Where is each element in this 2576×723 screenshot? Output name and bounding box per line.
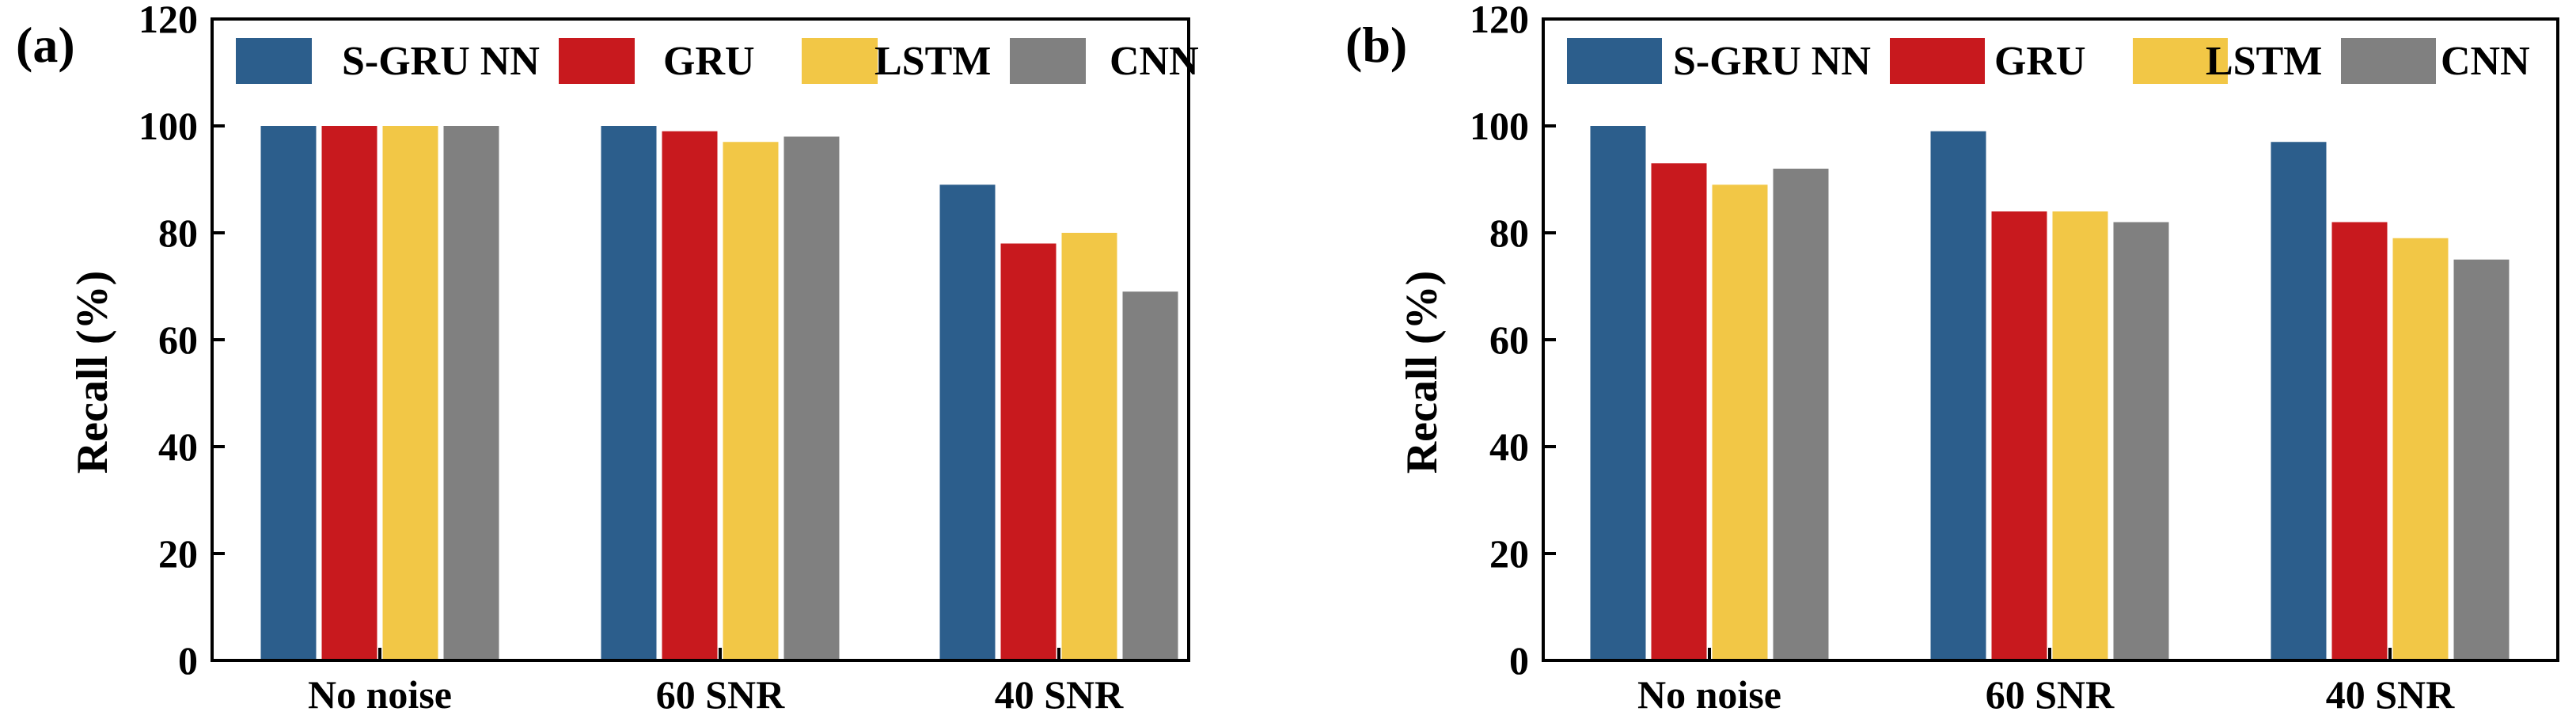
legend-label-cnn: CNN [2441, 39, 2530, 84]
y-axis-label: Recall (%) [68, 271, 117, 474]
bar-gru-40-snr [1000, 243, 1057, 660]
y-tick-label: 60 [1489, 318, 1529, 362]
bar-s-gru-nn-no-noise [1590, 126, 1646, 660]
legend-label-gru: GRU [1994, 39, 2086, 84]
y-tick-label: 80 [158, 211, 198, 255]
bar-gru-40-snr [2331, 222, 2388, 660]
legend-swatch-cnn [1010, 38, 1086, 84]
legend-swatch-gru [559, 38, 635, 84]
y-tick-label: 20 [1489, 531, 1529, 576]
bar-s-gru-nn-40-snr [939, 185, 996, 660]
y-tick-label: 40 [158, 424, 198, 469]
legend-label-s-gru-nn: S-GRU NN [1673, 39, 1871, 84]
bar-s-gru-nn-60-snr [1930, 131, 1986, 660]
bar-lstm-60-snr [723, 142, 779, 660]
bar-gru-no-noise [1651, 163, 1707, 660]
legend-swatch-lstm [2133, 38, 2228, 84]
y-tick-label: 80 [1489, 211, 1529, 255]
y-tick-label: 100 [138, 104, 198, 148]
bar-gru-no-noise [321, 126, 377, 660]
x-tick-label: 60 SNR [1986, 672, 2115, 717]
legend-label-lstm: LSTM [874, 39, 991, 84]
legend-swatch-gru [1890, 38, 1985, 84]
legend-swatch-cnn [2341, 38, 2436, 84]
panel-a: (a) Recall (%) 0 20 40 60 80 100 120 No noise 60… [16, 0, 1199, 717]
bar-gru-60-snr [662, 131, 718, 660]
bar-s-gru-nn-40-snr [2271, 142, 2327, 660]
panel-label: (b) [1345, 17, 1407, 73]
bar-cnn-40-snr [2453, 259, 2510, 660]
bar-cnn-40-snr [1122, 291, 1178, 660]
x-tick-label: 40 SNR [995, 672, 1124, 717]
y-tick-label: 120 [138, 0, 198, 41]
legend: S-GRU NN GRU LSTM CNN [236, 38, 1199, 84]
bar-lstm-no-noise [382, 126, 438, 660]
legend-swatch-s-gru-nn [1567, 38, 1662, 84]
plot-frame [211, 17, 1190, 662]
legend-label-cnn: CNN [1110, 39, 1199, 84]
panel-b: (b) Recall (%) 0 20 40 60 80 100 120 No noise 60… [1345, 0, 2559, 717]
bar-s-gru-nn-60-snr [601, 126, 657, 660]
y-tick-label: 20 [158, 531, 198, 576]
y-tick-label: 120 [1470, 0, 1529, 41]
panel-label: (a) [16, 17, 75, 73]
plot-frame [1542, 17, 2559, 662]
y-tick-label: 40 [1489, 424, 1529, 469]
bar-cnn-no-noise [1773, 169, 1829, 660]
y-tick-label: 0 [178, 638, 198, 683]
y-tick-label: 0 [1509, 638, 1529, 683]
x-tick-label: No noise [308, 672, 452, 717]
bar-s-gru-nn-no-noise [260, 126, 317, 660]
bar-cnn-60-snr [783, 136, 840, 660]
legend-swatch-s-gru-nn [236, 38, 312, 84]
bar-gru-60-snr [1991, 211, 2047, 660]
y-axis-label: Recall (%) [1398, 271, 1447, 474]
bar-lstm-40-snr [2392, 238, 2449, 660]
x-tick-label: No noise [1637, 672, 1781, 717]
legend-label-lstm: LSTM [2206, 39, 2322, 84]
y-tick-label: 60 [158, 318, 198, 362]
x-tick-label: 40 SNR [2326, 672, 2455, 717]
legend: S-GRU NN GRU LSTM CNN [1567, 38, 2530, 84]
x-tick-label: 60 SNR [656, 672, 785, 717]
y-tick-label: 100 [1470, 104, 1529, 148]
plot-area: 0 20 40 60 80 100 120 No noise 60 SNR 40 SNR [138, 0, 1178, 717]
legend-label-gru: GRU [663, 39, 755, 84]
plot-area: 0 20 40 60 80 100 120 No noise 60 SNR 40 SNR [1470, 0, 2510, 717]
bar-cnn-no-noise [443, 126, 499, 660]
bar-cnn-60-snr [2113, 222, 2169, 660]
bar-lstm-no-noise [1712, 185, 1768, 660]
bar-lstm-40-snr [1061, 233, 1117, 660]
legend-swatch-lstm [802, 38, 878, 84]
legend-label-s-gru-nn: S-GRU NN [342, 39, 540, 84]
bar-lstm-60-snr [2052, 211, 2108, 660]
